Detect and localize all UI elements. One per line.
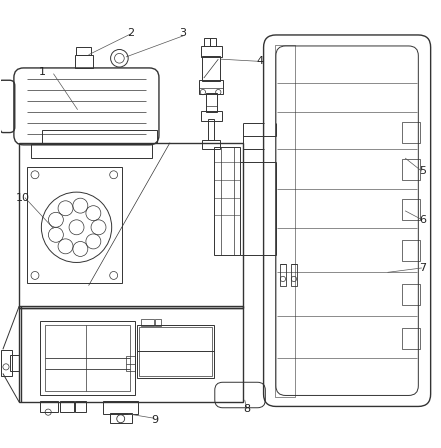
Bar bbox=[1, 350, 11, 376]
Text: 6: 6 bbox=[419, 215, 426, 224]
Bar bbox=[280, 264, 286, 285]
Bar bbox=[60, 401, 74, 412]
Bar bbox=[31, 144, 152, 158]
Bar bbox=[402, 159, 420, 180]
Text: 8: 8 bbox=[243, 404, 250, 414]
Bar bbox=[45, 325, 131, 391]
Text: 4: 4 bbox=[257, 56, 264, 66]
Bar bbox=[19, 306, 243, 402]
Bar bbox=[19, 142, 243, 307]
Bar bbox=[402, 121, 420, 142]
Text: 10: 10 bbox=[16, 193, 30, 202]
Bar bbox=[42, 130, 157, 142]
Bar bbox=[75, 401, 86, 412]
Bar bbox=[139, 327, 212, 376]
Bar bbox=[210, 38, 216, 46]
Text: 9: 9 bbox=[151, 415, 158, 425]
Bar bbox=[204, 38, 210, 46]
Bar bbox=[201, 46, 222, 57]
Bar bbox=[40, 321, 135, 396]
Text: 2: 2 bbox=[127, 28, 134, 38]
Bar bbox=[291, 264, 297, 285]
Bar bbox=[275, 45, 295, 397]
Bar bbox=[402, 328, 420, 349]
Text: 3: 3 bbox=[179, 28, 187, 38]
Bar bbox=[214, 147, 240, 255]
Bar bbox=[402, 284, 420, 306]
Bar bbox=[76, 47, 91, 55]
Bar bbox=[110, 413, 132, 423]
Bar bbox=[154, 319, 161, 326]
Bar bbox=[402, 240, 420, 261]
Bar bbox=[402, 198, 420, 220]
Bar bbox=[202, 56, 220, 81]
Text: 5: 5 bbox=[419, 166, 426, 176]
Text: 7: 7 bbox=[419, 263, 426, 273]
Bar bbox=[75, 55, 93, 69]
Text: 1: 1 bbox=[39, 67, 46, 78]
Bar bbox=[198, 80, 223, 95]
Bar bbox=[137, 325, 214, 378]
Bar bbox=[142, 319, 153, 326]
Bar bbox=[201, 111, 222, 121]
Bar bbox=[202, 140, 220, 149]
Bar bbox=[11, 354, 19, 371]
Bar bbox=[126, 356, 135, 371]
Bar bbox=[103, 401, 138, 414]
Bar bbox=[206, 94, 217, 112]
Bar bbox=[27, 167, 122, 283]
Bar bbox=[40, 401, 58, 412]
Bar bbox=[208, 119, 214, 141]
